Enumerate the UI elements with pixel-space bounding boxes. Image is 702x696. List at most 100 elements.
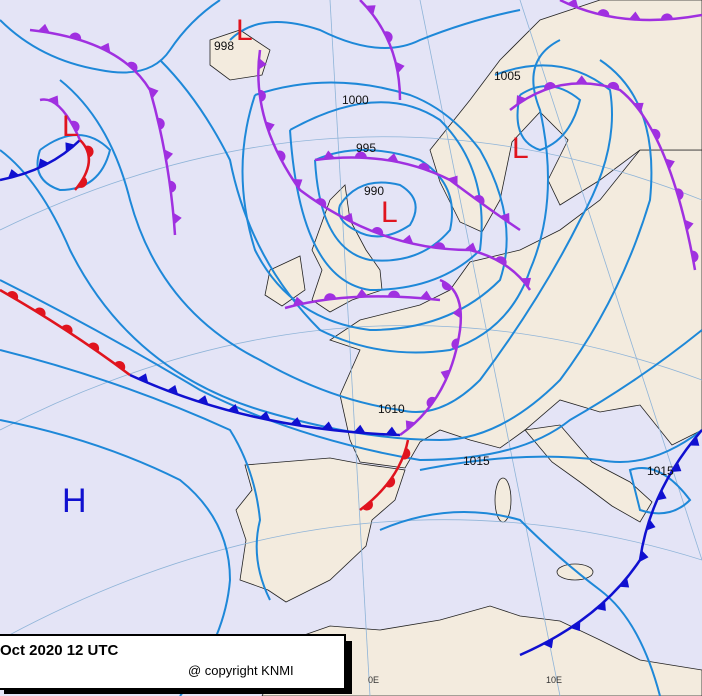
low-center: L xyxy=(236,14,253,47)
front-triangle xyxy=(401,234,414,244)
front-triangle xyxy=(99,42,111,53)
front-semicircle xyxy=(127,61,138,72)
front-triangle xyxy=(633,102,644,113)
caption-box: Oct 2020 12 UTC @ copyright KNMI xyxy=(0,634,352,694)
graticule-line xyxy=(519,0,702,561)
isobar-label: 1015 xyxy=(647,464,674,478)
front-triangle xyxy=(465,242,477,252)
isobar xyxy=(241,81,508,332)
front-semicircle xyxy=(473,195,485,205)
front-triangle xyxy=(292,296,305,306)
front-semicircle xyxy=(691,250,699,263)
front-triangle xyxy=(38,158,49,169)
front-triangle xyxy=(258,57,267,70)
front-triangle xyxy=(440,369,451,381)
front-semicircle xyxy=(85,145,94,158)
front-triangle xyxy=(639,550,649,562)
front-semicircle xyxy=(402,447,411,460)
front-triangle xyxy=(7,169,20,179)
front-triangle xyxy=(684,219,694,232)
front-semicircle xyxy=(315,198,327,208)
front-triangle xyxy=(353,424,366,434)
front-semicircle xyxy=(157,117,165,130)
front-triangle xyxy=(628,11,641,20)
front-semicircle xyxy=(607,81,620,90)
front-triangle xyxy=(575,75,588,84)
front-triangle xyxy=(596,600,606,611)
isobar xyxy=(314,149,453,262)
front-semicircle xyxy=(441,280,453,291)
occluded-front xyxy=(314,156,521,232)
front-triangle xyxy=(290,417,303,426)
front-semicircle xyxy=(426,396,437,408)
isobar xyxy=(229,9,521,49)
front-triangle xyxy=(265,121,275,133)
front-triangle xyxy=(542,638,554,649)
front-semicircle xyxy=(371,227,384,236)
front-triangle xyxy=(405,420,416,431)
isobar xyxy=(159,39,561,354)
caption-shadow xyxy=(4,689,352,694)
front-triangle xyxy=(419,290,432,300)
front-semicircle xyxy=(417,162,430,171)
front-semicircle xyxy=(451,338,459,351)
front-semicircle xyxy=(114,361,126,371)
high-center: H xyxy=(62,482,87,520)
longitude-label: 10E xyxy=(546,675,562,685)
fronts xyxy=(0,0,702,657)
front-triangle xyxy=(447,175,458,186)
longitude-label: 0E xyxy=(368,675,379,685)
front-semicircle xyxy=(6,291,19,301)
front-semicircle xyxy=(69,32,82,41)
front-semicircle xyxy=(384,31,393,43)
front-triangle xyxy=(48,95,59,106)
isobar-label: 1015 xyxy=(463,454,490,468)
front-triangle xyxy=(173,212,182,225)
occluded-front xyxy=(39,98,82,141)
front-triangle xyxy=(521,277,532,288)
front-triangle xyxy=(646,519,656,531)
land-mass xyxy=(235,457,406,603)
warm-front xyxy=(359,439,410,511)
front-semicircle xyxy=(61,324,73,334)
front-triangle xyxy=(258,411,271,421)
front-semicircle xyxy=(34,307,46,317)
front-triangle xyxy=(665,158,675,170)
graticule-line xyxy=(419,0,561,696)
front-triangle xyxy=(516,95,527,106)
front-semicircle xyxy=(675,188,684,201)
isobar-label: 1000 xyxy=(342,93,369,107)
occluded-front xyxy=(284,295,441,310)
front-triangle xyxy=(385,426,398,435)
isobar xyxy=(36,134,112,192)
front-semicircle xyxy=(362,500,373,511)
isobar-label: 998 xyxy=(214,39,234,53)
low-center: L xyxy=(381,196,398,229)
caption-date: Oct 2020 12 UTC xyxy=(0,642,119,659)
labels: L L L L H 1000 995 990 1005 1010 1015 10… xyxy=(62,14,674,685)
front-triangle xyxy=(671,461,682,472)
front-triangle xyxy=(570,621,581,632)
front-triangle xyxy=(227,403,240,414)
front-triangle xyxy=(619,577,630,588)
front-triangle xyxy=(292,179,303,189)
isobar xyxy=(289,101,483,292)
front-triangle xyxy=(656,489,667,501)
isobar-label: 990 xyxy=(364,184,384,198)
front-triangle xyxy=(166,385,179,395)
front-triangle xyxy=(499,212,510,223)
front-semicircle xyxy=(169,180,177,193)
front-triangle xyxy=(137,373,149,384)
caption-panel xyxy=(0,634,346,690)
front-semicircle xyxy=(597,9,610,17)
front-triangle xyxy=(452,306,462,319)
isobar xyxy=(59,64,613,413)
front-triangle xyxy=(322,150,335,159)
front-triangle xyxy=(197,395,209,405)
front-triangle xyxy=(37,23,50,33)
front-triangle xyxy=(386,153,399,163)
front-triangle xyxy=(65,142,76,153)
graticule-line xyxy=(0,519,702,641)
